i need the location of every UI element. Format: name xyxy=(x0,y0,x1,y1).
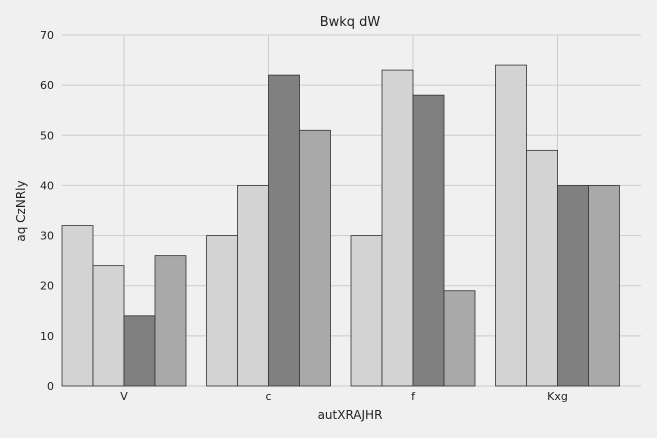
bar xyxy=(381,69,414,387)
x-tick-label: f xyxy=(411,390,416,403)
y-tick-label: 70 xyxy=(40,29,54,42)
tick-layer: 0 10 20 30 40 50 60 70 V c f Kxg xyxy=(40,29,568,403)
bar xyxy=(350,235,383,387)
bar xyxy=(92,265,125,387)
x-tick-label: V xyxy=(120,390,128,403)
y-tick-label: 30 xyxy=(40,230,54,243)
bar xyxy=(495,64,527,387)
bar xyxy=(61,225,94,387)
bar xyxy=(206,235,238,387)
bar xyxy=(237,185,269,387)
y-tick-label: 40 xyxy=(40,179,54,192)
bar xyxy=(154,255,187,387)
y-tick-label: 0 xyxy=(47,380,54,393)
bar xyxy=(588,185,620,387)
bar xyxy=(299,129,331,387)
y-tick-label: 50 xyxy=(40,129,54,142)
y-tick-label: 10 xyxy=(40,330,54,343)
x-tick-label: Kxg xyxy=(547,390,568,403)
bar xyxy=(557,185,589,387)
bar-layer xyxy=(61,64,620,387)
bar xyxy=(443,290,476,387)
bar xyxy=(268,74,300,387)
x-axis-label: autXRAJHR xyxy=(318,408,383,422)
bar xyxy=(123,315,156,387)
bar xyxy=(526,149,558,387)
y-tick-label: 20 xyxy=(40,280,54,293)
x-tick-label: c xyxy=(265,390,271,403)
bar xyxy=(412,94,445,387)
chart-title: Bwkq dW xyxy=(320,15,381,30)
y-axis-label: aq CzNRly xyxy=(14,180,28,241)
y-tick-label: 60 xyxy=(40,79,54,92)
